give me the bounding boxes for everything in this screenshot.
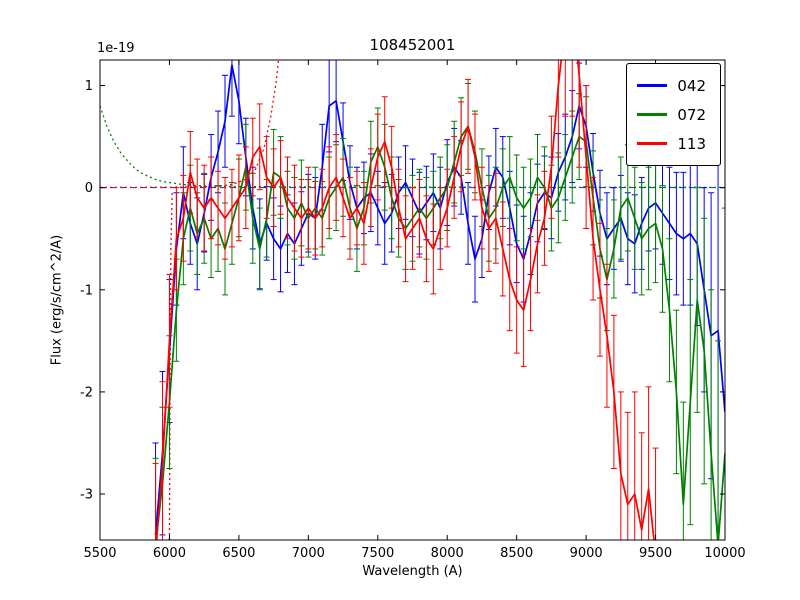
- x-axis-label: Wavelength (A): [362, 564, 463, 579]
- legend-entry-113: 113: [637, 129, 706, 158]
- legend: 042 072 113: [626, 63, 721, 166]
- x-tick-label: 8000: [431, 546, 464, 561]
- legend-label: 042: [677, 76, 706, 95]
- y-axis-offset-text: 1e-19: [97, 41, 135, 56]
- x-tick-label: 6000: [153, 546, 186, 561]
- legend-entry-072: 072: [637, 100, 706, 129]
- model-curve-072: [100, 105, 725, 189]
- legend-line-sample: [637, 84, 668, 87]
- legend-line-sample: [637, 113, 668, 116]
- legend-label: 072: [677, 105, 706, 124]
- x-tick-label: 7500: [361, 546, 394, 561]
- y-axis-label: Flux (erg/s/cm^2/A): [49, 234, 65, 366]
- axes-frame: [99, 59, 726, 541]
- y-tick-label: 0: [85, 181, 93, 196]
- x-tick-label: 7000: [292, 546, 325, 561]
- x-tick-label: 8500: [500, 546, 533, 561]
- series-line-113: [155, 60, 655, 540]
- y-tick-label: -1: [80, 283, 93, 298]
- y-tick-label: -3: [80, 488, 93, 503]
- x-tick-label: 10000: [704, 546, 745, 561]
- x-tick-label: 9000: [570, 546, 603, 561]
- legend-label: 113: [677, 134, 706, 153]
- x-tick-label: 5500: [83, 546, 116, 561]
- x-tick-label: 6500: [222, 546, 255, 561]
- legend-line-sample: [637, 142, 668, 145]
- y-tick-label: 1: [85, 79, 93, 94]
- legend-entry-042: 042: [637, 71, 706, 100]
- y-tick-label: -2: [80, 385, 93, 400]
- x-tick-label: 9500: [639, 546, 672, 561]
- plot-clip-group: [100, 60, 725, 540]
- chart-title: 108452001: [369, 36, 456, 54]
